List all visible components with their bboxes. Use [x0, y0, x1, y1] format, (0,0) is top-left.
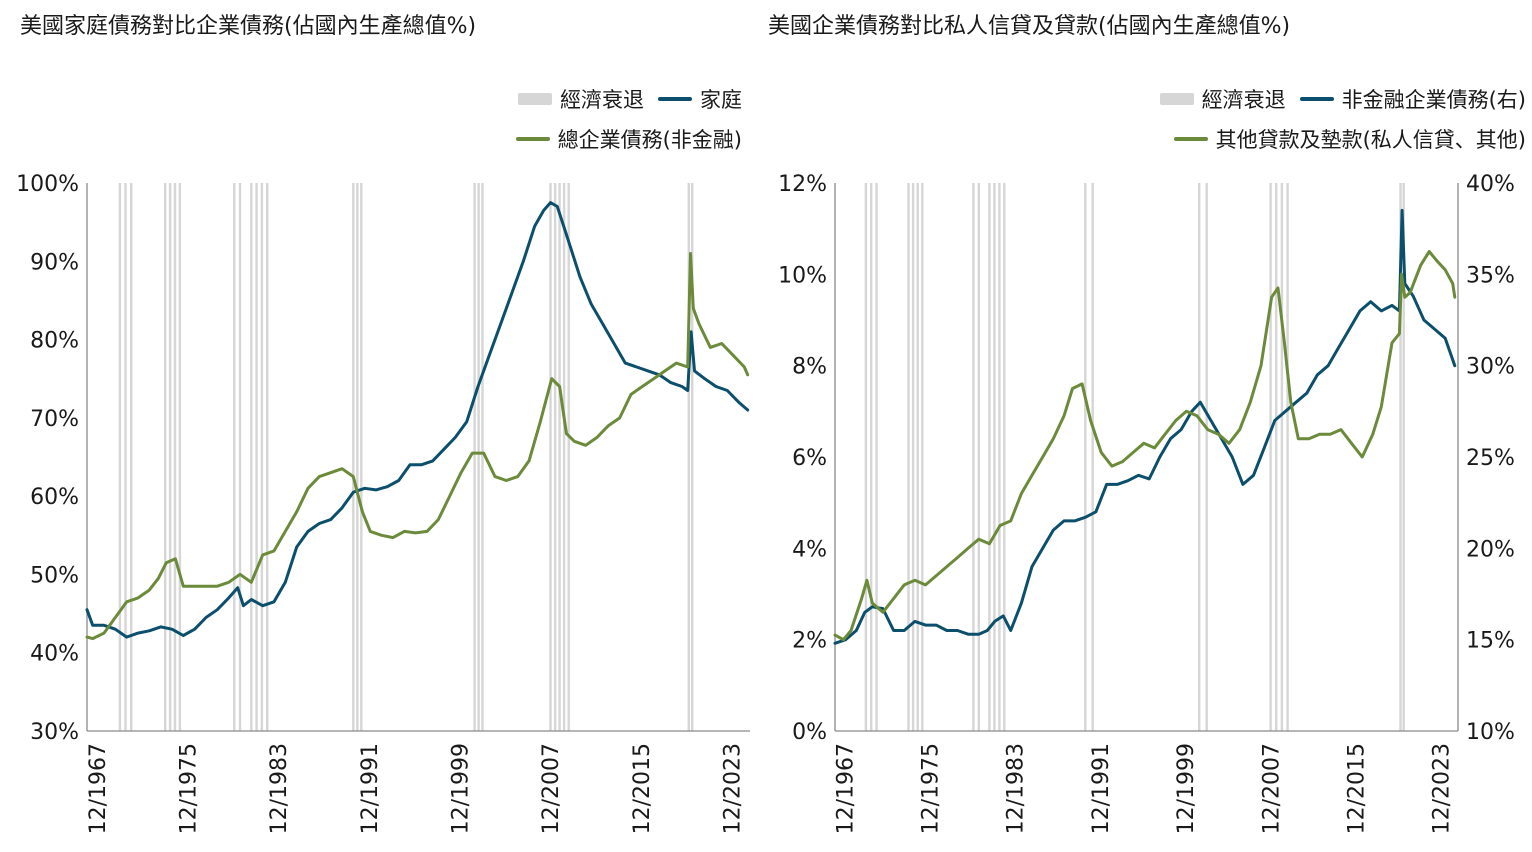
left-recession-band-6-stripe-4: [568, 183, 570, 731]
right-ytick-label-3: 6%: [792, 446, 827, 471]
left-recession-band-4-stripe-1: [356, 183, 358, 731]
right-ytick-label-0: 0%: [792, 720, 827, 745]
left-recession-band-3-stripe-1: [255, 183, 257, 731]
right-recession-band-5-stripe-1: [1206, 183, 1208, 731]
right-ytick-right-label-0: 10%: [1466, 720, 1515, 745]
right-xtick-label-1: 12/1975: [918, 743, 943, 834]
right-xtick-label-4: 12/1999: [1174, 743, 1199, 834]
right-xtick-label-2: 12/1983: [1004, 743, 1029, 834]
left-series-1-line: [87, 254, 748, 639]
left-recession-band-0-stripe-1: [124, 183, 126, 731]
left-recession-band-5-stripe-0: [473, 183, 475, 731]
right-ytick-right-label-2: 20%: [1466, 537, 1515, 562]
right-xtick-label-3: 12/1991: [1089, 743, 1114, 834]
right-ytick-right-label-5: 35%: [1466, 263, 1515, 288]
right-recession-band-1-stripe-1: [912, 183, 914, 731]
right-ytick-label-4: 8%: [792, 355, 827, 380]
left-xtick-label-0: 12/1967: [86, 743, 111, 834]
left-xtick-label-7: 12/2023: [721, 743, 746, 834]
left-xtick-label-2: 12/1983: [267, 743, 292, 834]
left-recession-band-2-stripe-0: [233, 183, 235, 731]
left-recession-band-6-stripe-1: [554, 183, 556, 731]
right-recession-band-3-stripe-1: [993, 183, 995, 731]
right-recession-band-3-stripe-3: [1003, 183, 1005, 731]
right-ytick-right-label-1: 15%: [1466, 629, 1515, 654]
right-ytick-label-1: 2%: [792, 629, 827, 654]
left-recession-band-2-stripe-1: [239, 183, 241, 731]
right-ytick-label-6: 12%: [778, 172, 827, 197]
left-recession-band-3-stripe-2: [261, 183, 263, 731]
right-recession-band-3-stripe-2: [998, 183, 1000, 731]
left-ytick-label-0: 30%: [30, 720, 79, 745]
right-recession-band-2-stripe-0: [972, 183, 974, 731]
right-recession-band-6-stripe-2: [1281, 183, 1283, 731]
left-ytick-label-2: 50%: [30, 563, 79, 588]
right-recession-band-0-stripe-1: [870, 183, 872, 731]
left-recession-band-6-stripe-0: [549, 183, 551, 731]
right-ytick-label-2: 4%: [792, 537, 827, 562]
left-xtick-label-1: 12/1975: [177, 743, 202, 834]
right-recession-band-4-stripe-0: [1084, 183, 1086, 731]
right-ytick-right-label-6: 40%: [1466, 172, 1515, 197]
right-xtick-label-7: 12/2023: [1430, 743, 1455, 834]
right-recession-band-6-stripe-0: [1269, 183, 1271, 731]
left-recession-band-6-stripe-2: [558, 183, 560, 731]
right-recession-band-1-stripe-3: [921, 183, 923, 731]
left-xtick-label-3: 12/1991: [358, 743, 383, 834]
left-recession-band-0-stripe-2: [130, 183, 132, 731]
left-xtick-label-4: 12/1999: [449, 743, 474, 834]
left-ytick-label-3: 60%: [30, 485, 79, 510]
charts-canvas: 30% 40% 50% 60% 70% 80% 90% 100% 12/1967 12/1975 1…: [0, 0, 1532, 852]
left-recession-band-4-stripe-0: [352, 183, 354, 731]
left-ytick-label-1: 40%: [30, 642, 79, 667]
right-series-0-line: [835, 210, 1455, 643]
left-recession-band-1-stripe-0: [164, 183, 166, 731]
right-xtick-label-0: 12/1967: [833, 743, 858, 834]
right-recession-band-6-stripe-1: [1275, 183, 1277, 731]
right-xtick-label-5: 12/2007: [1259, 743, 1284, 834]
left-recession-band-1-stripe-2: [174, 183, 176, 731]
right-recession-band-1-stripe-2: [917, 183, 919, 731]
right-recession-band-0-stripe-0: [865, 183, 867, 731]
right-recession-band-0-stripe-2: [875, 183, 877, 731]
right-ytick-right-label-4: 30%: [1466, 355, 1515, 380]
left-xtick-label-5: 12/2007: [539, 743, 564, 834]
left-recession-band-4-stripe-2: [360, 183, 362, 731]
right-ytick-label-5: 10%: [778, 263, 827, 288]
left-ytick-label-5: 80%: [30, 329, 79, 354]
left-series-0-line: [87, 203, 748, 637]
left-recession-band-0-stripe-0: [119, 183, 121, 731]
right-recession-band-2-stripe-1: [978, 183, 980, 731]
left-ytick-label-7: 100%: [16, 172, 79, 197]
right-recession-band-3-stripe-0: [988, 183, 990, 731]
left-recession-band-5-stripe-1: [477, 183, 479, 731]
left-recession-band-3-stripe-0: [250, 183, 252, 731]
left-recession-band-1-stripe-3: [179, 183, 181, 731]
right-recession-band-5-stripe-0: [1198, 183, 1200, 731]
left-ytick-label-6: 90%: [30, 250, 79, 275]
left-recession-band-6-stripe-3: [563, 183, 565, 731]
right-recession-band-6-stripe-3: [1286, 183, 1288, 731]
right-recession-band-4-stripe-1: [1092, 183, 1094, 731]
left-recession-band-1-stripe-1: [169, 183, 171, 731]
right-recession-band-1-stripe-0: [907, 183, 909, 731]
left-recession-band-3-stripe-3: [266, 183, 268, 731]
right-ytick-right-label-3: 25%: [1466, 446, 1515, 471]
left-xtick-label-6: 12/2015: [630, 743, 655, 834]
right-xtick-label-6: 12/2015: [1344, 743, 1369, 834]
left-ytick-label-4: 70%: [30, 407, 79, 432]
left-recession-band-5-stripe-2: [481, 183, 483, 731]
